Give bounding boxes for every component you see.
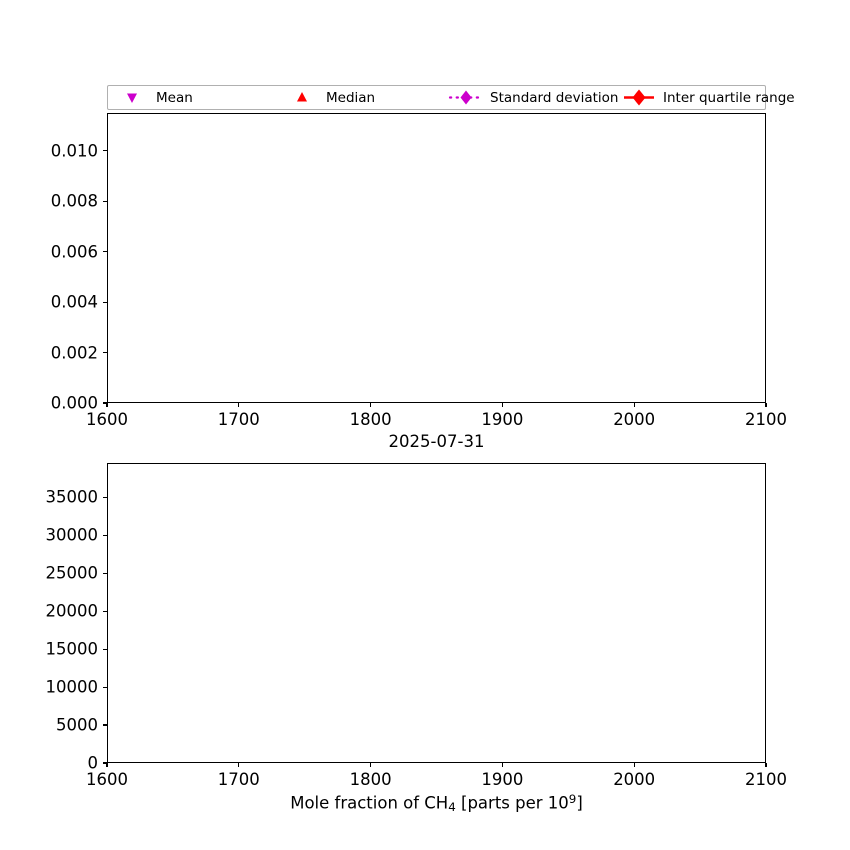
density-x-axis-label: 2025-07-31	[388, 432, 485, 451]
count-x-axis-label: Mole fraction of CH4 [parts per 109]	[290, 792, 583, 814]
legend-entry-mean: Mean	[114, 86, 193, 109]
y-tick	[103, 352, 107, 354]
y-tick-label: 0.000	[50, 393, 98, 413]
x-tick-label: 1900	[481, 410, 524, 429]
x-tick	[106, 763, 108, 767]
y-tick-label: 0.002	[50, 343, 98, 363]
x-tick-label: 1600	[86, 770, 128, 789]
y-tick-label: 5000	[56, 715, 98, 735]
y-tick-label: 15000	[45, 639, 99, 659]
x-tick	[370, 763, 372, 767]
y-tick	[103, 496, 107, 498]
x-tick	[633, 763, 635, 767]
y-tick	[103, 648, 107, 650]
x-tick	[238, 403, 240, 407]
legend-entry-std: Standard deviation	[448, 86, 618, 109]
y-tick-label: 10000	[45, 677, 99, 697]
y-tick	[103, 762, 107, 764]
x-tick-label: 2100	[745, 770, 787, 789]
x-tick	[633, 403, 635, 407]
y-tick-label: 0.010	[50, 141, 98, 161]
x-tick-label: 2000	[613, 410, 656, 429]
density-plot-frame	[107, 113, 766, 403]
y-tick	[103, 610, 107, 612]
y-tick-label: 30000	[45, 525, 99, 545]
y-tick-label: 0.008	[50, 191, 98, 211]
y-tick	[103, 402, 107, 404]
count-plot-frame	[107, 463, 766, 763]
y-tick-label: 20000	[45, 601, 99, 621]
x-tick	[501, 403, 503, 407]
y-tick-label: 35000	[45, 487, 99, 507]
y-tick	[103, 572, 107, 574]
legend-label-mean: Mean	[156, 89, 193, 106]
legend-label-iqr: Inter quartile range	[663, 89, 795, 106]
count-plot-axes	[107, 463, 766, 763]
legend-label-std: Standard deviation	[490, 89, 619, 106]
x-tick	[765, 763, 767, 767]
x-tick-label: 1600	[86, 410, 128, 429]
legend-entry-iqr: Inter quartile range	[621, 86, 795, 109]
y-tick-label: 0.004	[50, 292, 98, 312]
diamond-marker-solid-icon	[624, 89, 654, 106]
y-tick-label: 0.006	[50, 242, 98, 262]
x-tick-label: 2000	[613, 770, 656, 789]
x-tick-label: 1900	[481, 770, 524, 789]
legend-label-median: Median	[326, 89, 376, 106]
x-tick-label: 2100	[745, 410, 787, 429]
x-tick	[106, 403, 108, 407]
y-tick	[103, 724, 107, 726]
y-tick	[103, 200, 107, 202]
y-tick-label: 0	[87, 753, 99, 773]
x-tick-label: 1800	[349, 410, 392, 429]
x-tick-label: 1800	[349, 770, 392, 789]
x-tick	[765, 403, 767, 407]
x-tick-label: 1700	[217, 770, 260, 789]
x-tick	[238, 763, 240, 767]
y-tick	[103, 150, 107, 152]
y-tick	[103, 251, 107, 253]
y-tick	[103, 301, 107, 303]
diamond-marker-dotted-icon	[448, 90, 484, 105]
triangle-up-icon	[297, 92, 307, 102]
x-tick	[370, 403, 372, 407]
density-plot-axes	[107, 113, 766, 403]
x-tick-label: 1700	[217, 410, 260, 429]
x-tick	[501, 763, 503, 767]
triangle-down-icon	[127, 93, 137, 103]
y-tick	[103, 534, 107, 536]
y-tick-label: 25000	[45, 563, 99, 583]
legend: Mean Median Standard deviation Inter qua…	[107, 85, 795, 110]
legend-entry-median: Median	[284, 86, 375, 109]
y-tick	[103, 686, 107, 688]
